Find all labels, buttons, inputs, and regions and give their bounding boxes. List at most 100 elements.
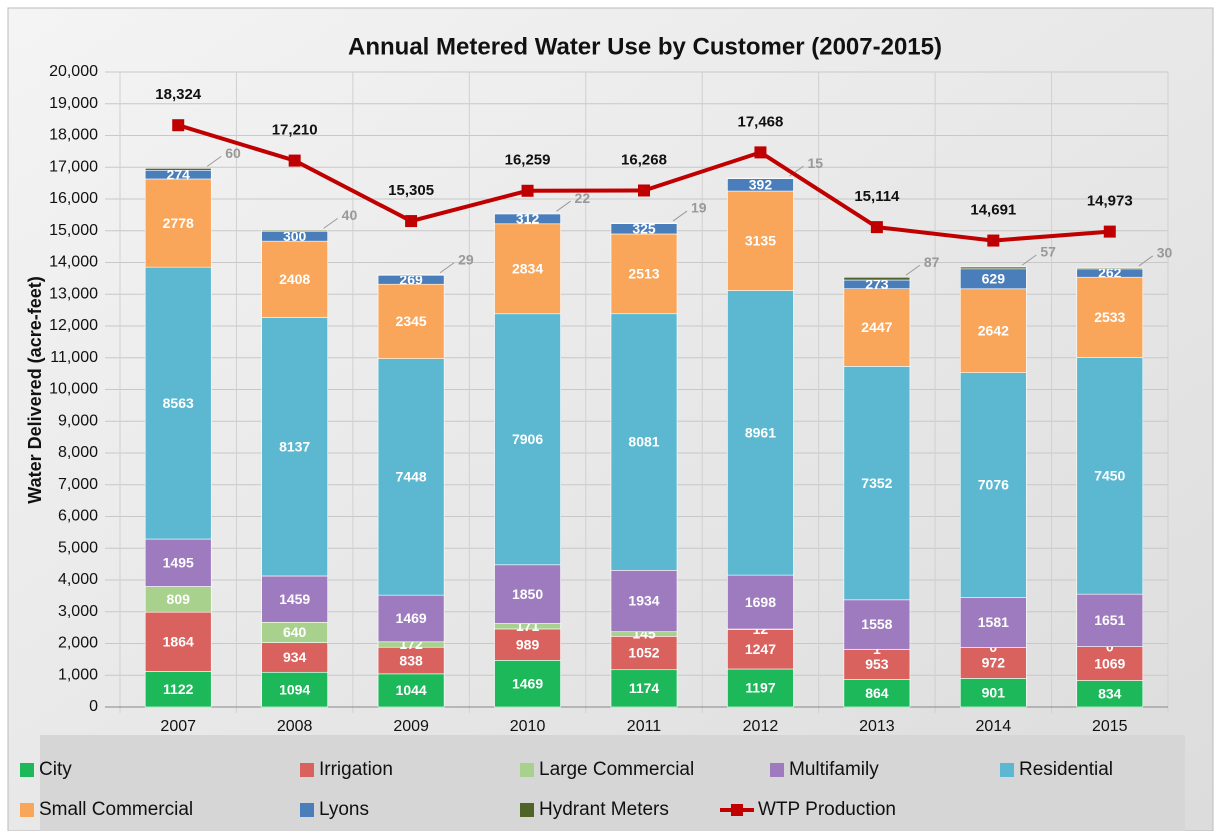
- data-label: 8563: [163, 395, 194, 411]
- x-tick-label: 2007: [160, 718, 196, 735]
- data-label: 809: [167, 591, 191, 607]
- legend-label: Large Commercial: [539, 759, 694, 780]
- line-marker: [522, 185, 534, 197]
- data-label: 1044: [396, 682, 427, 698]
- data-label: 2778: [163, 215, 194, 231]
- data-label: 2834: [512, 260, 543, 276]
- data-label: 1459: [279, 591, 310, 607]
- data-label: 2447: [861, 319, 892, 335]
- legend-label: Residential: [1019, 759, 1113, 780]
- data-label: 934: [283, 649, 307, 665]
- legend-swatch: [300, 803, 314, 817]
- y-tick-label: 10,000: [49, 381, 98, 398]
- data-label: 834: [1098, 685, 1122, 701]
- line-value-label: 18,324: [155, 86, 202, 103]
- data-label: 1094: [279, 681, 310, 697]
- data-label: 1247: [745, 641, 776, 657]
- y-tick-label: 3,000: [58, 603, 98, 620]
- legend-swatch: [770, 763, 784, 777]
- data-label: 7076: [978, 477, 1009, 493]
- legend-label: City: [39, 759, 72, 780]
- data-label: 15: [807, 155, 823, 171]
- x-tick-label: 2011: [627, 718, 662, 735]
- y-tick-label: 14,000: [49, 254, 98, 271]
- data-label: 1469: [396, 610, 427, 626]
- data-label: 7352: [861, 475, 892, 491]
- legend-label: Multifamily: [789, 759, 879, 780]
- y-tick-label: 17,000: [49, 158, 98, 175]
- legend-swatch: [1000, 763, 1014, 777]
- bar-segment: [145, 168, 211, 170]
- data-label: 2408: [279, 271, 310, 287]
- data-label: 629: [982, 271, 1006, 287]
- data-label: 1558: [861, 616, 892, 632]
- data-label: 3135: [745, 233, 776, 249]
- line-value-label: 17,210: [272, 122, 318, 139]
- x-tick-label: 2010: [510, 718, 546, 735]
- data-label: 2642: [978, 322, 1009, 338]
- line-value-label: 14,691: [970, 202, 1016, 219]
- y-tick-label: 18,000: [49, 127, 98, 144]
- line-marker: [405, 215, 417, 227]
- data-label: 7448: [396, 469, 427, 485]
- line-marker: [172, 119, 184, 131]
- legend-swatch: [20, 803, 34, 817]
- legend-swatch: [520, 763, 534, 777]
- y-tick-label: 20,000: [49, 63, 98, 80]
- data-label: 953: [865, 656, 889, 672]
- y-tick-label: 11,000: [50, 349, 98, 366]
- data-label: 1581: [978, 614, 1009, 630]
- data-label: 1122: [163, 681, 194, 697]
- data-label: 2513: [628, 266, 659, 282]
- data-label: 1197: [745, 680, 776, 696]
- legend-label: WTP Production: [758, 799, 896, 820]
- data-label: 1174: [629, 680, 660, 696]
- y-tick-label: 2,000: [58, 635, 98, 652]
- data-label: 8137: [279, 438, 310, 454]
- legend-swatch: [20, 763, 34, 777]
- data-label: 1052: [628, 645, 659, 661]
- line-marker: [871, 221, 883, 233]
- bar-segment: [611, 223, 677, 224]
- line-marker: [987, 235, 999, 247]
- y-tick-label: 8,000: [58, 444, 98, 461]
- data-label: 40: [342, 207, 358, 223]
- data-label: 269: [399, 272, 423, 288]
- y-tick-label: 5,000: [58, 539, 98, 556]
- bar-segment: [262, 230, 328, 231]
- legend-label: Lyons: [319, 799, 369, 820]
- legend-label: Hydrant Meters: [539, 799, 669, 820]
- data-label: 864: [865, 685, 889, 701]
- line-value-label: 16,268: [621, 151, 667, 168]
- y-tick-label: 15,000: [49, 222, 98, 239]
- data-label: 392: [749, 177, 773, 193]
- legend-marker: [731, 804, 743, 816]
- x-tick-label: 2015: [1092, 718, 1128, 735]
- y-tick-label: 7,000: [58, 476, 98, 493]
- y-axis-label: Water Delivered (acre-feet): [25, 276, 45, 503]
- x-tick-label: 2014: [976, 718, 1012, 735]
- bar-segment: [844, 277, 910, 280]
- chart-title: Annual Metered Water Use by Customer (20…: [348, 33, 942, 60]
- data-label: 29: [458, 251, 474, 267]
- y-tick-label: 13,000: [49, 285, 98, 302]
- bar-segment: [378, 275, 444, 276]
- line-marker: [1104, 226, 1116, 238]
- x-tick-label: 2009: [393, 718, 429, 735]
- y-tick-label: 16,000: [49, 190, 98, 207]
- y-tick-label: 0: [89, 698, 98, 715]
- bar-segment: [960, 267, 1026, 269]
- x-tick-label: 2012: [743, 718, 779, 735]
- line-marker: [289, 155, 301, 167]
- data-label: 1469: [512, 675, 543, 691]
- data-label: 1651: [1094, 612, 1125, 628]
- data-label: 1495: [163, 554, 194, 570]
- data-label: 1934: [628, 593, 659, 609]
- x-tick-label: 2013: [859, 718, 895, 735]
- y-tick-label: 6,000: [58, 508, 98, 525]
- data-label: 8081: [628, 434, 659, 450]
- bar-segment: [495, 213, 561, 214]
- line-marker: [754, 146, 766, 158]
- line-value-label: 14,973: [1087, 193, 1133, 210]
